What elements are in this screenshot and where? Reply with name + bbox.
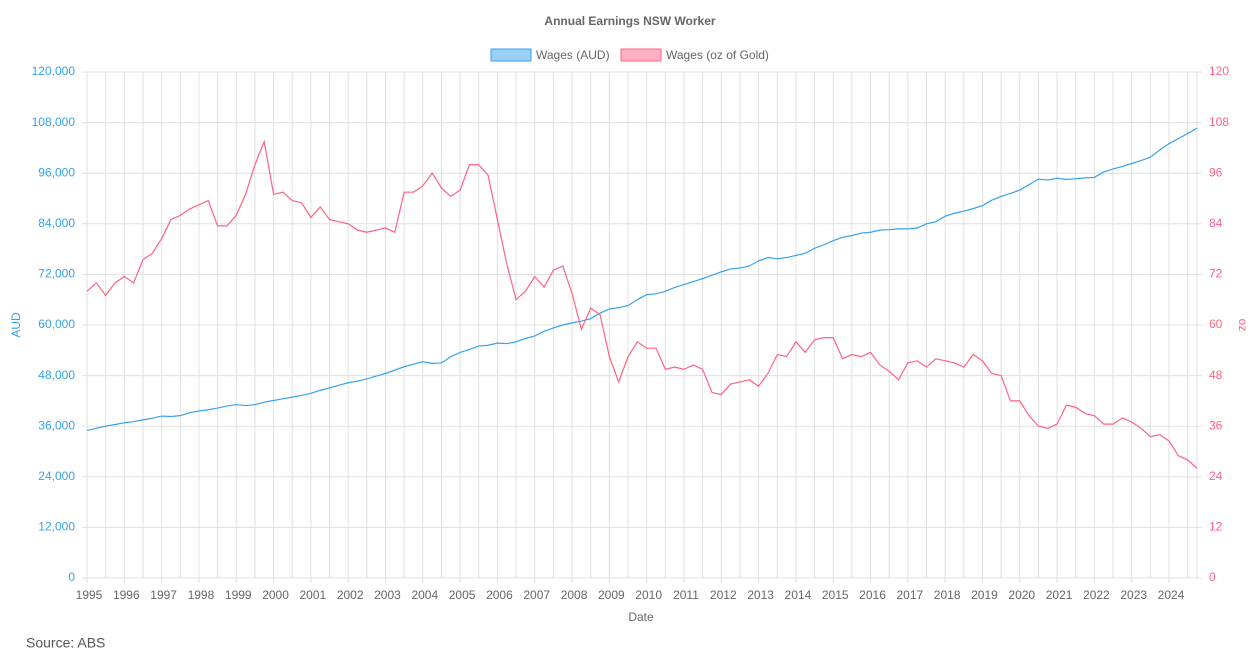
y-tick-label: 48,000: [38, 368, 75, 382]
y2-tick-label: 0: [1209, 570, 1216, 584]
x-tick-label: 1999: [225, 588, 252, 602]
x-tick-label: 2002: [337, 588, 364, 602]
x-tick-label: 2007: [523, 588, 550, 602]
y-tick-label: 36,000: [38, 418, 75, 432]
x-tick-label: 1996: [113, 588, 140, 602]
x-tick-label: 2012: [710, 588, 737, 602]
chart-title: Annual Earnings NSW Worker: [544, 14, 715, 28]
x-tick-label: 2003: [374, 588, 401, 602]
x-tick-label: 2024: [1158, 588, 1185, 602]
x-tick-label: 2013: [747, 588, 774, 602]
x-tick-label: 1997: [150, 588, 177, 602]
y-tick-label: 60,000: [38, 317, 75, 331]
x-tick-label: 2000: [262, 588, 289, 602]
x-tick-label: 2006: [486, 588, 513, 602]
y-axis-title: AUD: [9, 312, 23, 338]
x-tick-label: 1998: [188, 588, 215, 602]
y2-tick-label: 120: [1209, 64, 1229, 78]
x-tick-label: 2001: [300, 588, 327, 602]
y-tick-label: 84,000: [38, 216, 75, 230]
x-tick-label: 2019: [971, 588, 998, 602]
x-tick-label: 2015: [822, 588, 849, 602]
x-tick-label: 2017: [896, 588, 923, 602]
y2-tick-label: 96: [1209, 165, 1223, 179]
x-tick-label: 1995: [76, 588, 103, 602]
legend-label: Wages (oz of Gold): [666, 48, 769, 62]
series-line: [86, 139, 1198, 469]
y2-axis-title: oz: [1236, 319, 1250, 332]
y2-tick-label: 84: [1209, 216, 1223, 230]
x-axis-title: Date: [628, 610, 654, 624]
legend-label: Wages (AUD): [536, 48, 610, 62]
x-tick-label: 2009: [598, 588, 625, 602]
legend-swatch: [620, 48, 662, 62]
x-tick-label: 2004: [411, 588, 438, 602]
legend-swatch: [490, 48, 532, 62]
x-tick-label: 2021: [1046, 588, 1073, 602]
x-tick-label: 2010: [635, 588, 662, 602]
y-tick-label: 12,000: [38, 520, 75, 534]
y-tick-label: 0: [68, 570, 75, 584]
x-tick-label: 2020: [1008, 588, 1035, 602]
y2-tick-label: 36: [1209, 418, 1223, 432]
y2-tick-label: 24: [1209, 469, 1223, 483]
x-tick-label: 2011: [673, 588, 699, 602]
y-tick-label: 108,000: [32, 115, 76, 129]
y2-tick-label: 72: [1209, 267, 1223, 281]
y2-tick-label: 60: [1209, 317, 1223, 331]
x-tick-label: 2022: [1083, 588, 1110, 602]
y-tick-label: 96,000: [38, 165, 75, 179]
y-tick-label: 72,000: [38, 267, 75, 281]
x-tick-label: 2023: [1120, 588, 1147, 602]
y2-tick-label: 12: [1209, 520, 1223, 534]
series-line: [86, 127, 1198, 432]
x-tick-label: 2018: [934, 588, 961, 602]
y2-tick-label: 108: [1209, 115, 1229, 129]
x-tick-label: 2014: [785, 588, 812, 602]
y-tick-label: 120,000: [32, 64, 76, 78]
x-tick-label: 2008: [561, 588, 588, 602]
x-tick-label: 2016: [859, 588, 886, 602]
source: Source: ABS: [26, 635, 105, 651]
x-tick-label: 2005: [449, 588, 476, 602]
y-tick-label: 24,000: [38, 469, 75, 483]
y2-tick-label: 48: [1209, 368, 1223, 382]
